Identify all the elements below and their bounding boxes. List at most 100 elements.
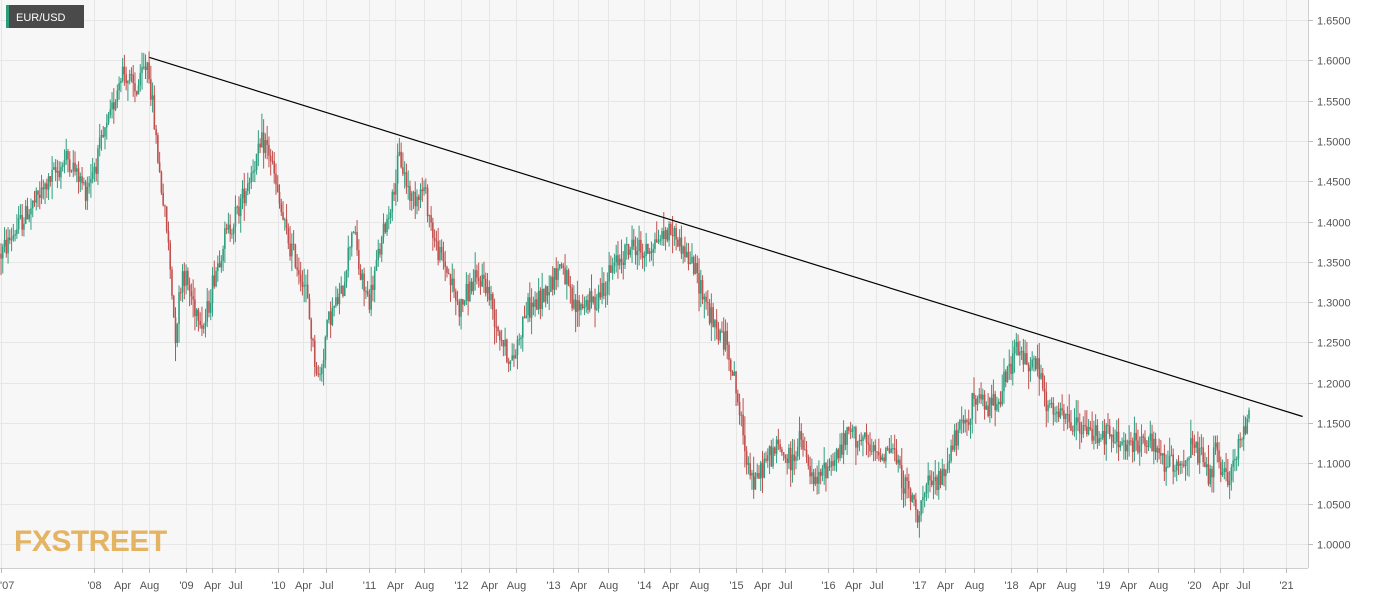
candle-body [298, 269, 300, 275]
candle-body [601, 282, 603, 298]
candle-body [379, 248, 381, 255]
candle-body [192, 296, 194, 300]
candle-body [77, 168, 80, 182]
candle-body [312, 338, 314, 341]
candle-body [707, 302, 709, 304]
candle-body [763, 458, 766, 478]
candle-body [9, 237, 11, 241]
candle-body [654, 239, 656, 249]
candle-body [636, 251, 639, 256]
candle-body [543, 289, 545, 302]
candle-body [796, 446, 799, 457]
candle-body [615, 255, 617, 263]
candle-body [909, 488, 912, 502]
candle-body [264, 140, 267, 153]
candle-body [603, 282, 605, 296]
candle-body [148, 62, 150, 80]
y-tick-label: 1.0000 [1317, 540, 1351, 552]
instrument-badge: EUR/USD [6, 5, 84, 28]
candle-body [569, 285, 572, 288]
candle-body [566, 270, 568, 285]
candle-body [677, 239, 679, 247]
candle-body [102, 135, 105, 137]
candle-body [587, 300, 589, 311]
instrument-label: EUR/USD [16, 12, 66, 24]
candle-body [386, 218, 388, 233]
candle-body [428, 215, 431, 217]
candle-body [513, 355, 515, 359]
candle-body [758, 473, 760, 479]
candle-body [296, 267, 298, 270]
candle-body [47, 176, 50, 190]
candle-body [447, 272, 450, 275]
candle-body [335, 297, 337, 306]
candle-body [268, 144, 270, 156]
candle-body [488, 286, 491, 301]
y-tick-label: 1.5000 [1317, 137, 1351, 149]
candle-body [611, 266, 614, 273]
candle-body [1050, 402, 1053, 404]
candle-body [467, 283, 469, 302]
candle-body [97, 148, 99, 174]
candle-body [766, 455, 769, 461]
candle-body [14, 234, 16, 236]
candle-body [1043, 388, 1046, 392]
candle-body [492, 293, 494, 310]
candle-body [483, 274, 485, 279]
candle-body [1047, 404, 1049, 412]
candle-body [440, 246, 443, 253]
candle-body [400, 151, 402, 168]
x-tick-label: '20 [1187, 580, 1201, 592]
candle-body [819, 471, 822, 476]
candle-body [1244, 426, 1247, 434]
candle-body [446, 267, 448, 273]
candle-body [907, 481, 910, 489]
x-tick-label: '09 [179, 580, 193, 592]
candle-body [213, 275, 216, 287]
candle-body [833, 459, 836, 466]
candle-body [1227, 471, 1229, 486]
candle-body [490, 293, 492, 301]
candle-body [130, 74, 133, 76]
candle-body [227, 224, 230, 230]
candle-body [816, 476, 818, 484]
candle-body [946, 463, 949, 470]
candle-body [560, 264, 563, 266]
x-tick-label: Jul [319, 580, 333, 592]
candle-body [419, 189, 422, 201]
candle-body [608, 265, 610, 282]
candle-body [890, 448, 892, 453]
candle-body [1149, 433, 1152, 441]
candle-body [1089, 427, 1092, 429]
candle-body [412, 192, 415, 194]
candle-body [1010, 363, 1012, 374]
candle-body [784, 454, 787, 459]
candle-body [1182, 464, 1185, 467]
candle-body [920, 500, 922, 516]
candle-body [800, 431, 803, 440]
candle-body [262, 132, 265, 153]
candle-body [451, 278, 454, 286]
candle-body [201, 325, 203, 329]
candle-body [181, 271, 184, 293]
x-tick-label: Aug [1057, 580, 1077, 592]
candle-body [1105, 424, 1108, 445]
candle-body [945, 469, 947, 477]
candle-body [139, 72, 142, 86]
candle-body [74, 162, 76, 172]
candle-body [687, 251, 690, 265]
candle-body [416, 196, 418, 207]
candle-body [590, 291, 593, 303]
candle-body [1186, 459, 1189, 461]
candle-body [740, 414, 743, 416]
candle-body [539, 290, 542, 309]
candle-body [174, 317, 177, 344]
candle-body [403, 172, 406, 174]
y-tick-label: 1.4000 [1317, 218, 1351, 230]
candle-body [673, 228, 676, 237]
candle-body [275, 173, 277, 185]
candle-body [328, 311, 330, 321]
candle-body [731, 372, 734, 376]
candle-body [121, 66, 124, 81]
candle-body [1029, 367, 1032, 372]
